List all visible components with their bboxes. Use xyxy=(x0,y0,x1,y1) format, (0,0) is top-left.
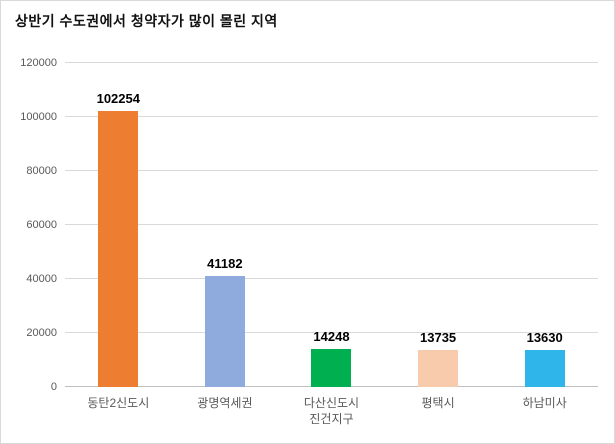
y-axis-tick-label: 80000 xyxy=(26,165,57,177)
data-label: 13630 xyxy=(526,330,563,346)
data-label: 14248 xyxy=(313,328,350,344)
y-axis-tick-label: 60000 xyxy=(26,219,57,231)
bar-series: 102254 동탄2신도시 41182 광명역세권 14248 다산신도시 진건지구 1373… xyxy=(65,63,598,427)
gridline xyxy=(65,278,598,279)
bar xyxy=(98,110,139,387)
data-label: 102254 xyxy=(96,90,140,106)
gridline xyxy=(65,224,598,225)
gridline xyxy=(65,332,598,333)
bar xyxy=(524,350,565,387)
x-axis-category-label: 동탄2신도시 xyxy=(65,395,172,411)
category-slot: 13630 하남미사 xyxy=(491,63,598,410)
x-axis-category-label-line: 동탄2신도시 xyxy=(87,396,150,410)
gridline xyxy=(65,116,598,117)
x-axis-category-label: 하남미사 xyxy=(491,395,598,411)
chart-title: 상반기 수도권에서 청약자가 많이 몰린 지역 xyxy=(15,13,278,29)
gridline xyxy=(65,170,598,171)
x-axis-category-label-line: 하남미사 xyxy=(522,396,567,410)
x-axis-category-label-line: 다산신도시 xyxy=(303,396,360,410)
plot-area: 0 20000 40000 60000 80000 100000 120000 102254 동… xyxy=(20,57,598,427)
y-axis-tick-label: 120000 xyxy=(20,57,57,69)
bar xyxy=(418,349,459,387)
category-slot: 41182 광명역세권 xyxy=(172,63,279,410)
data-label: 13735 xyxy=(420,329,457,345)
y-axis-tick-label: 40000 xyxy=(26,273,57,285)
gridline xyxy=(65,62,598,63)
category-slot: 13735 평택시 xyxy=(385,63,492,410)
data-label: 41182 xyxy=(207,255,243,271)
y-axis-tick-label: 0 xyxy=(50,381,57,393)
x-axis-category-label-line: 진건지구 xyxy=(309,412,354,427)
y-axis-tick-label: 20000 xyxy=(26,327,57,339)
bar xyxy=(204,275,245,387)
category-slot: 102254 동탄2신도시 xyxy=(65,63,172,410)
bar xyxy=(311,348,352,387)
x-axis-category-label: 평택시 xyxy=(385,395,492,411)
x-axis-category-label-line: 광명역세권 xyxy=(197,396,253,410)
x-axis-category-label: 광명역세권 xyxy=(172,395,279,411)
x-axis-category-label-line: 평택시 xyxy=(421,396,455,410)
y-axis-tick-label: 100000 xyxy=(20,111,57,123)
